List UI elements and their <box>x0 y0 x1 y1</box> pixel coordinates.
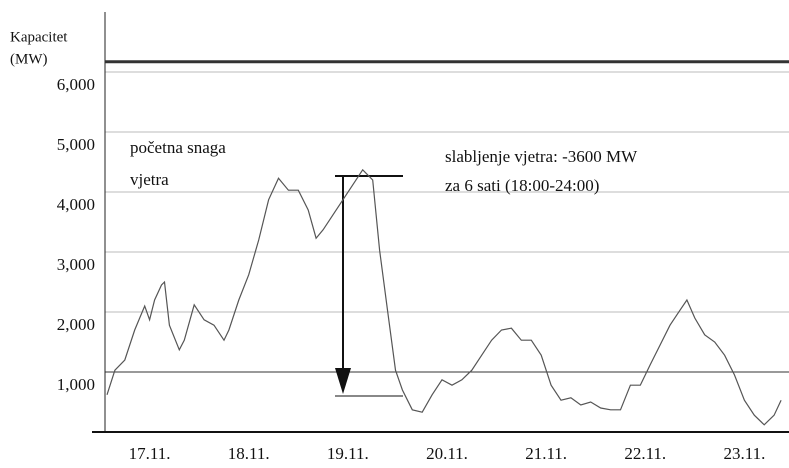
x-tick-label: 21.11. <box>525 444 567 463</box>
data-line <box>106 168 782 426</box>
y-axis-label: (MW) <box>10 51 48 67</box>
x-tick-label: 20.11. <box>426 444 468 463</box>
annotation: početna snaga <box>130 138 226 157</box>
x-tick-label: 18.11. <box>228 444 270 463</box>
y-axis-label: Kapacitet <box>10 29 68 45</box>
x-tick-label: 19.11. <box>327 444 369 463</box>
x-tick-label: 22.11. <box>624 444 666 463</box>
y-tick-label: 2,000 <box>57 315 95 334</box>
annotation: vjetra <box>130 170 169 189</box>
x-tick-label: 23.11. <box>723 444 765 463</box>
arrow-head <box>335 368 351 394</box>
y-tick-label: 3,000 <box>57 255 95 274</box>
annotation: za 6 sati (18:00-24:00) <box>445 176 599 195</box>
annotation: slabljenje vjetra: -3600 MW <box>445 147 638 166</box>
y-tick-label: 4,000 <box>57 195 95 214</box>
y-tick-label: 1,000 <box>57 375 95 394</box>
x-tick-label: 17.11. <box>129 444 171 463</box>
y-tick-label: 5,000 <box>57 135 95 154</box>
y-tick-label: 6,000 <box>57 75 95 94</box>
